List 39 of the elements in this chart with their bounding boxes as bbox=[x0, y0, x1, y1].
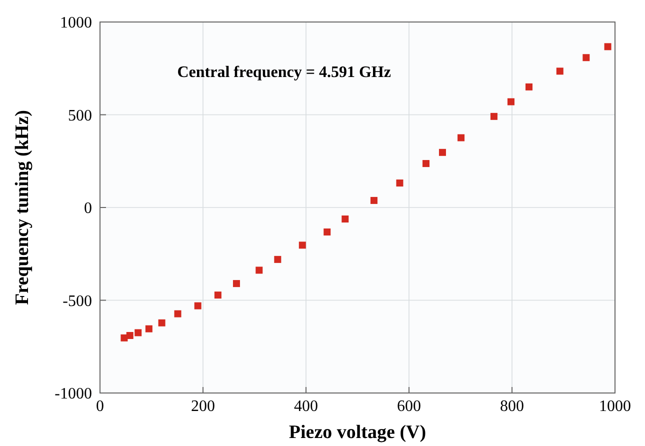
x-tick-label: 200 bbox=[191, 398, 215, 415]
y-tick-label: -500 bbox=[62, 292, 92, 310]
x-tick-label: 600 bbox=[397, 398, 421, 415]
y-tick-label: 500 bbox=[68, 107, 92, 124]
x-tick-label: 0 bbox=[96, 398, 104, 415]
point bbox=[126, 332, 134, 339]
point bbox=[324, 228, 331, 236]
y-axis-title: Frequency tuning (kHz) bbox=[12, 110, 33, 305]
x-axis-title: Piezo voltage (V) bbox=[288, 422, 426, 443]
y-tick-label: 1000 bbox=[60, 14, 92, 32]
point bbox=[256, 266, 263, 274]
point bbox=[604, 43, 612, 50]
point bbox=[490, 112, 498, 120]
point bbox=[525, 83, 532, 90]
point bbox=[298, 242, 306, 249]
annotation: Central frequency = 4.591 GHz bbox=[177, 64, 391, 81]
x-tick-label: 400 bbox=[294, 398, 318, 415]
point bbox=[582, 54, 590, 62]
point bbox=[214, 292, 222, 299]
point bbox=[274, 256, 282, 263]
x-tick-label: 800 bbox=[500, 398, 524, 415]
point bbox=[158, 319, 166, 326]
y-tick-label: 0 bbox=[84, 200, 92, 218]
point bbox=[232, 280, 240, 288]
point bbox=[120, 334, 128, 342]
point bbox=[342, 216, 349, 222]
point bbox=[507, 98, 514, 106]
point bbox=[396, 180, 404, 187]
point bbox=[134, 329, 142, 336]
x-tick-label: 1000 bbox=[599, 398, 631, 415]
point bbox=[458, 134, 465, 142]
point bbox=[556, 68, 564, 75]
point bbox=[194, 302, 202, 310]
point bbox=[422, 160, 430, 168]
point bbox=[174, 310, 182, 318]
point bbox=[370, 196, 378, 204]
y-tick-label: -1000 bbox=[54, 386, 92, 403]
point bbox=[438, 148, 446, 156]
point bbox=[145, 325, 152, 332]
